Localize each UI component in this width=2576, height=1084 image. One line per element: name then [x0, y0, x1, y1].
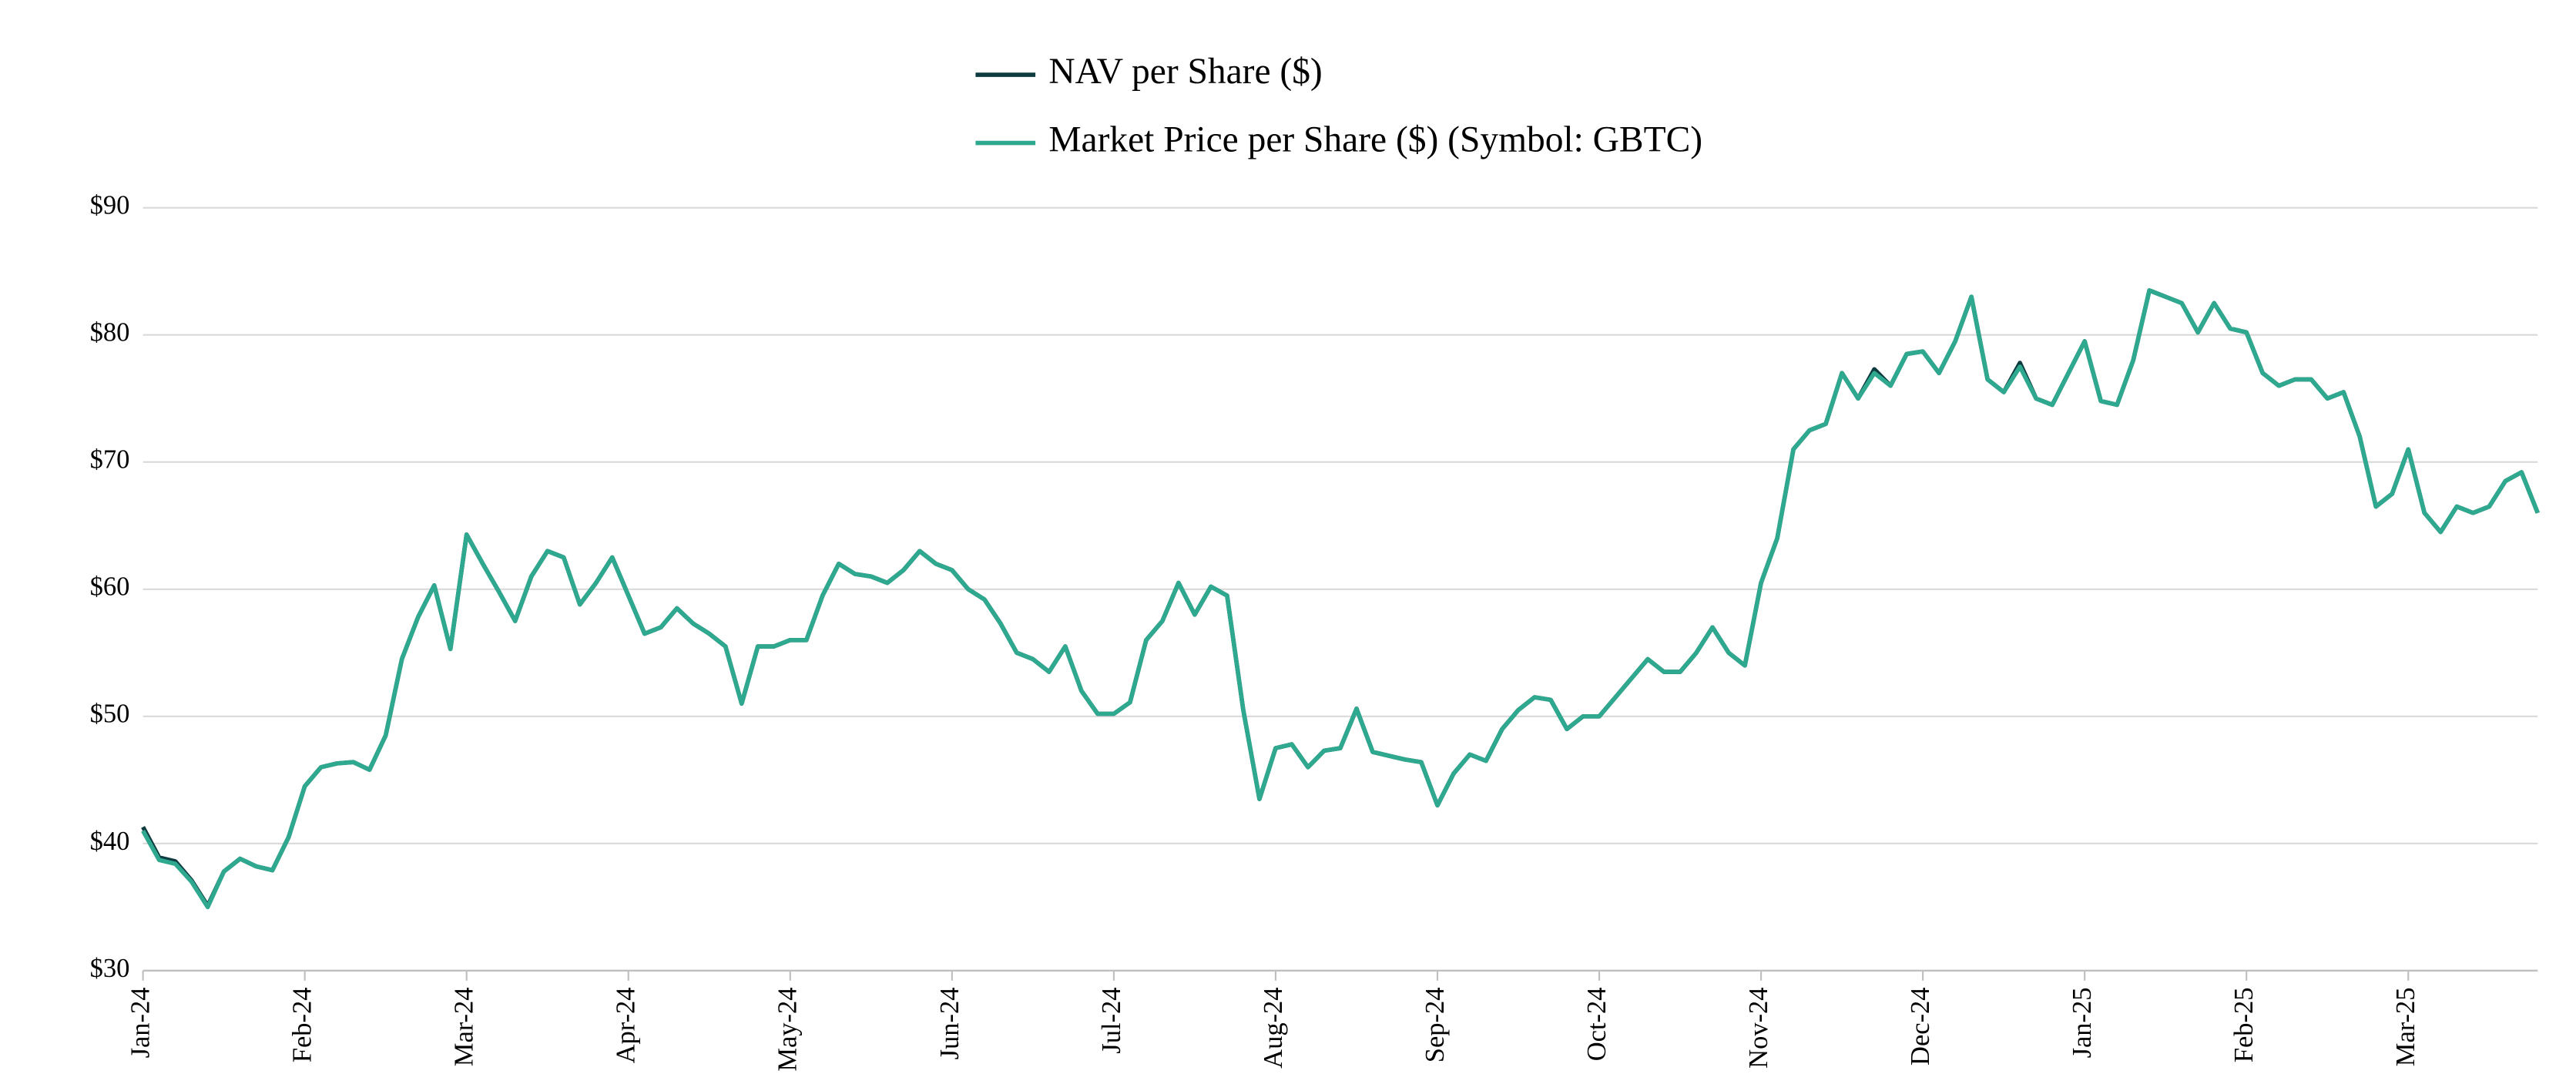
- x-tick-label: Sep-24: [1420, 987, 1450, 1062]
- x-tick-label: Nov-24: [1744, 987, 1773, 1068]
- y-tick-label: $70: [90, 445, 130, 475]
- x-tick-label: Jul-24: [1097, 987, 1126, 1053]
- x-tick-label: Jun-24: [935, 987, 964, 1059]
- series-line: [141, 288, 2540, 910]
- legend-label: Market Price per Share ($) (Symbol: GBTC…: [1048, 119, 1702, 159]
- y-tick-label: $80: [90, 318, 130, 347]
- x-tick-label: Feb-25: [2229, 987, 2259, 1062]
- x-tick-label: Apr-24: [612, 987, 641, 1063]
- legend-label: NAV per Share ($): [1048, 52, 1322, 92]
- x-tick-label: Jan-25: [2068, 987, 2097, 1058]
- x-tick-label: Oct-24: [1582, 987, 1612, 1061]
- x-tick-label: Mar-24: [450, 987, 479, 1066]
- x-tick-label: Jan-24: [126, 987, 156, 1058]
- y-tick-label: $30: [90, 954, 130, 983]
- y-tick-label: $60: [90, 572, 130, 602]
- x-tick-label: Dec-24: [1906, 987, 1935, 1066]
- x-tick-label: Mar-25: [2391, 987, 2420, 1066]
- x-tick-label: Feb-24: [288, 987, 317, 1062]
- y-tick-label: $50: [90, 700, 130, 729]
- y-tick-label: $90: [90, 191, 130, 220]
- x-tick-label: Aug-24: [1259, 987, 1288, 1068]
- x-tick-label: May-24: [773, 987, 803, 1071]
- y-tick-label: $40: [90, 827, 130, 856]
